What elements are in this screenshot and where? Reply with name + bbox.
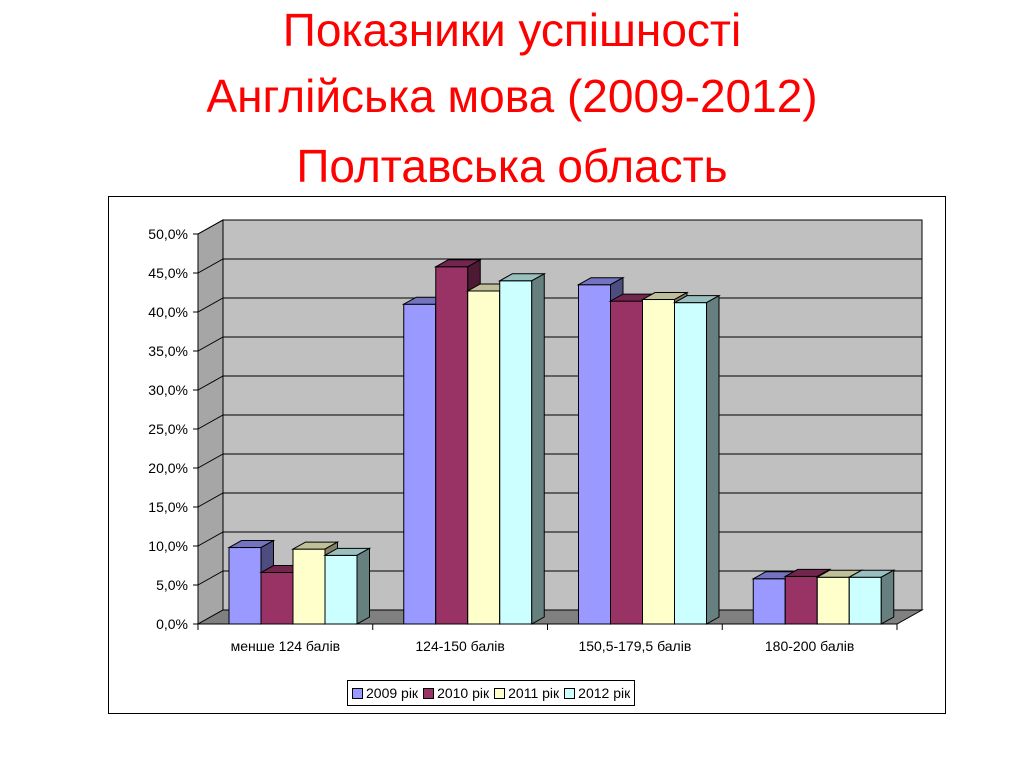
- chart-legend: 2009 рік 2010 рік 2011 рік 2012 рік: [347, 680, 636, 706]
- legend-label: 2009 рік: [366, 685, 419, 701]
- y-tick-label: 45,0%: [148, 265, 188, 281]
- bar-2-2: [642, 299, 675, 625]
- bar-3-0: [324, 554, 358, 625]
- legend-item: 2012 рік: [564, 685, 630, 701]
- bar-side: [356, 547, 370, 625]
- x-tick-label: 180-200 балів: [765, 638, 854, 654]
- gridline: [197, 258, 922, 274]
- bar-1-3: [784, 575, 818, 625]
- y-tick-label: 0,0%: [156, 616, 188, 632]
- bar-3-2: [674, 302, 707, 625]
- y-tick-label: 50,0%: [148, 226, 188, 242]
- legend-item: 2010 рік: [423, 685, 489, 701]
- bar-2-3: [816, 576, 850, 625]
- bar-0-0: [228, 547, 262, 625]
- title-line-2: Англійська мова (2009-2012): [206, 70, 818, 122]
- legend-label: 2010 рік: [437, 685, 490, 701]
- legend-swatch: [564, 687, 576, 699]
- bar-1-0: [260, 572, 294, 625]
- bar-3-1: [499, 280, 533, 625]
- x-tick-label: 150,5-179,5 балів: [578, 638, 691, 654]
- x-tick-label: 124-150 балів: [415, 638, 504, 654]
- bar-0-3: [752, 578, 786, 625]
- legend-item: 2011 рік: [494, 685, 559, 701]
- legend-swatch: [494, 687, 506, 699]
- bar-0-2: [578, 284, 611, 625]
- bar-side: [531, 272, 545, 625]
- x-tick-label: менше 124 балів: [231, 638, 341, 654]
- legend-label: 2012 рік: [578, 685, 631, 701]
- legend-swatch: [423, 687, 435, 699]
- y-tick-label: 10,0%: [148, 538, 188, 554]
- legend-swatch: [352, 687, 363, 699]
- bar-side: [880, 569, 895, 625]
- y-tick-label: 5,0%: [156, 577, 188, 593]
- legend-label: 2011 рік: [508, 685, 560, 701]
- legend-item: 2009 рік: [352, 685, 418, 701]
- bar-3-3: [848, 576, 882, 625]
- y-tick-label: 30,0%: [148, 382, 188, 398]
- bar-0-1: [403, 303, 437, 625]
- y-tick-label: 35,0%: [148, 343, 188, 359]
- title-line-3: Полтавська область: [296, 140, 728, 192]
- y-tick-label: 40,0%: [148, 304, 188, 320]
- bar-2-0: [292, 548, 326, 625]
- gridline: [197, 219, 922, 235]
- y-tick-label: 15,0%: [148, 499, 188, 515]
- bar-1-1: [435, 266, 469, 625]
- bar-2-1: [467, 290, 501, 625]
- y-tick-label: 25,0%: [148, 421, 188, 437]
- y-tick-label: 20,0%: [148, 460, 188, 476]
- title-line-1: Показники успішності: [282, 4, 742, 56]
- bar-1-2: [610, 300, 643, 625]
- bar-side: [706, 294, 720, 625]
